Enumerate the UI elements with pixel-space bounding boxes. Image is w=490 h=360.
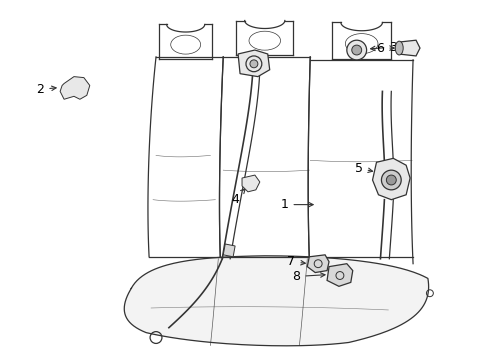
Text: 3: 3 <box>370 41 397 54</box>
Polygon shape <box>223 244 235 257</box>
Polygon shape <box>327 264 353 286</box>
Text: 7: 7 <box>288 255 305 268</box>
Circle shape <box>381 170 401 190</box>
Circle shape <box>387 175 396 185</box>
Text: 4: 4 <box>231 189 245 206</box>
Polygon shape <box>372 158 410 200</box>
Text: 2: 2 <box>36 83 56 96</box>
Text: 8: 8 <box>293 270 325 283</box>
Polygon shape <box>307 255 329 273</box>
Polygon shape <box>238 50 270 77</box>
Circle shape <box>246 56 262 72</box>
Text: 6: 6 <box>376 41 394 55</box>
Polygon shape <box>398 40 420 56</box>
Polygon shape <box>242 175 260 192</box>
Text: 1: 1 <box>281 198 313 211</box>
Circle shape <box>250 60 258 68</box>
Circle shape <box>347 40 367 60</box>
Polygon shape <box>124 256 429 346</box>
Circle shape <box>352 45 362 55</box>
Text: 5: 5 <box>355 162 372 175</box>
Polygon shape <box>60 77 90 99</box>
Ellipse shape <box>395 41 403 55</box>
